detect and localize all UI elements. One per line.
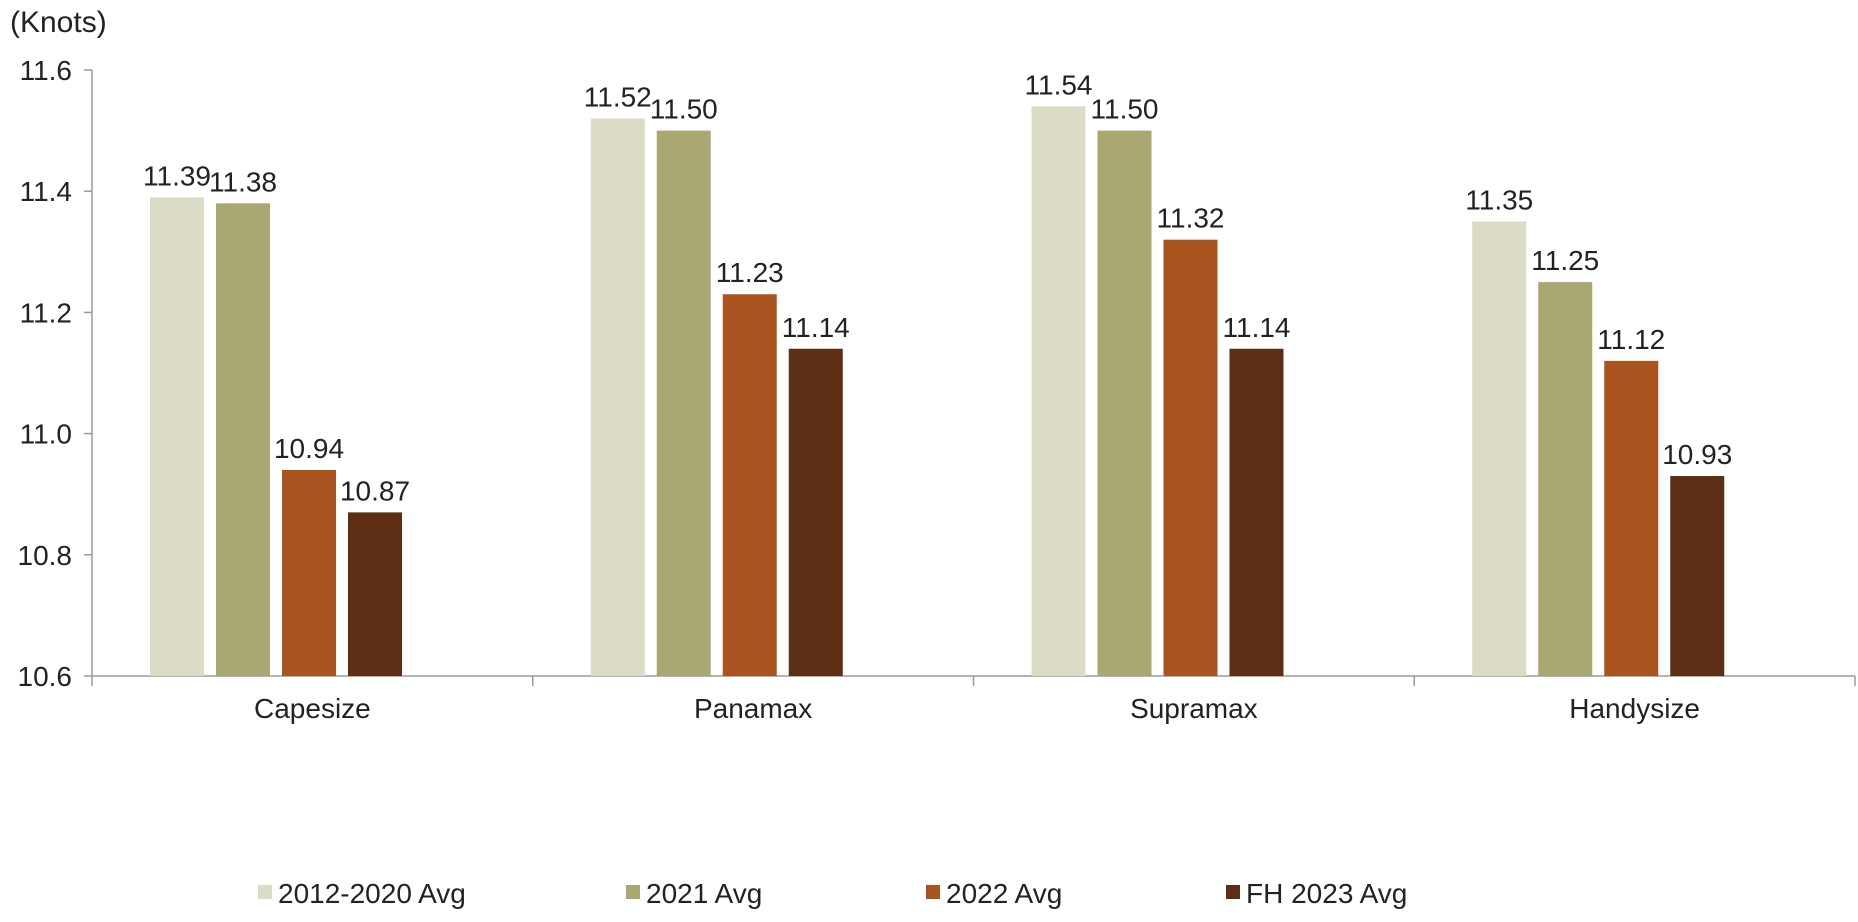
bar [1472,222,1526,677]
bar-value-label: 11.54 [1025,69,1093,100]
bar [348,512,402,676]
bar-value-label: 11.14 [1223,312,1291,343]
bar [1604,361,1658,676]
y-tick-label: 10.6 [18,661,73,692]
bar-value-label: 11.14 [782,312,850,343]
legend-swatch [258,885,272,899]
bar [1230,349,1284,676]
bar-value-label: 11.39 [143,160,211,191]
bar [1098,131,1152,676]
bar-value-label: 10.93 [1662,439,1732,470]
legend-swatch [926,885,940,899]
legend-label: 2022 Avg [946,878,1062,909]
bar-value-label: 11.52 [584,81,652,112]
bar-value-label: 11.50 [1091,94,1159,125]
bar-value-label: 10.94 [274,433,344,464]
y-tick-label: 10.8 [18,540,73,571]
x-category-label: Handysize [1569,693,1700,724]
bar-value-label: 11.25 [1531,245,1599,276]
legend-swatch [626,885,640,899]
bar-value-label: 11.23 [716,257,784,288]
bar-value-label: 11.32 [1157,203,1225,234]
bar-value-label: 11.12 [1597,324,1665,355]
legend-label: 2021 Avg [646,878,762,909]
x-category-label: Panamax [694,693,812,724]
y-tick-label: 11.4 [20,176,72,207]
bar [657,131,711,676]
bar [150,197,204,676]
bar [216,203,270,676]
bar [1538,282,1592,676]
bar [591,118,645,676]
bar [1164,240,1218,676]
legend-swatch [1226,885,1240,899]
bar-value-label: 10.87 [340,475,410,506]
y-tick-label: 11.0 [20,419,72,450]
legend-label: 2012-2020 Avg [278,878,466,909]
x-category-label: Capesize [254,693,371,724]
legend-label: FH 2023 Avg [1246,878,1407,909]
bar [723,294,777,676]
bar [1032,106,1086,676]
bar [1670,476,1724,676]
y-tick-label: 11.6 [20,55,72,86]
y-axis-unit-label: (Knots) [10,6,107,39]
legend: 2012-2020 Avg 2021 Avg 2022 Avg FH 2023 Avg [258,878,1407,909]
bar [282,470,336,676]
bar [789,349,843,676]
bar-value-label: 11.50 [650,94,718,125]
bar-value-label: 11.38 [209,166,277,197]
x-category-label: Supramax [1130,693,1258,724]
y-tick-label: 11.2 [20,297,72,328]
bar-value-label: 11.35 [1465,185,1533,216]
